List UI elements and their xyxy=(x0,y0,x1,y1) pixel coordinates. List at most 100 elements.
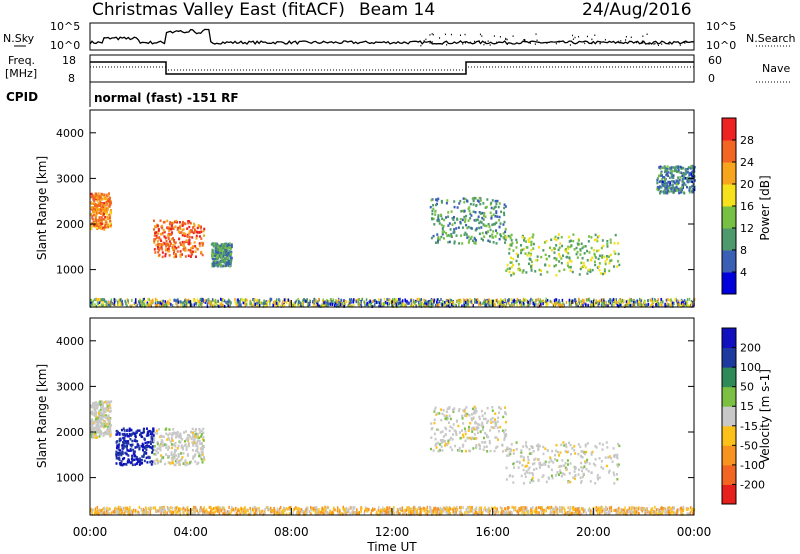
noise-cell xyxy=(391,511,394,515)
scatter-cell xyxy=(101,405,104,408)
scatter-cell xyxy=(603,255,606,259)
scatter-cell xyxy=(678,171,681,174)
noise-cell xyxy=(117,505,120,509)
noise-cell xyxy=(106,304,108,308)
scatter-cell xyxy=(122,442,125,446)
noise-cell xyxy=(588,509,591,513)
scatter-cell xyxy=(603,270,606,273)
noise-cell xyxy=(102,507,105,511)
noise-cell xyxy=(655,300,658,304)
scatter-cell xyxy=(438,219,441,222)
noise-cell xyxy=(247,509,249,513)
colorbar-swatch xyxy=(722,184,736,207)
noise-cell xyxy=(308,510,311,514)
scatter-cell xyxy=(553,256,556,260)
scatter-cell xyxy=(466,236,469,239)
scatter-cell xyxy=(98,419,101,423)
noise-cell xyxy=(606,511,608,515)
scatter-cell xyxy=(228,242,231,245)
scatter-cell xyxy=(108,427,111,430)
scatter-cell xyxy=(662,166,665,170)
noise-cell xyxy=(687,512,690,516)
scatter-cell xyxy=(104,407,107,410)
scatter-cell xyxy=(215,244,218,248)
noise-cell xyxy=(418,304,421,308)
scatter-cell xyxy=(689,173,692,176)
scatter-cell xyxy=(437,237,440,241)
noise-cell xyxy=(452,300,455,304)
noise-cell xyxy=(409,509,412,513)
noise-cell xyxy=(176,304,179,308)
scatter-cell xyxy=(467,241,470,244)
noise-sky-line xyxy=(89,28,695,45)
scatter-cell xyxy=(109,201,112,204)
scatter-cell xyxy=(135,458,138,461)
noise-cell xyxy=(350,505,353,509)
scatter-cell xyxy=(677,181,680,185)
noise-cell xyxy=(620,303,623,307)
scatter-cell xyxy=(590,236,593,239)
scatter-cell xyxy=(167,237,170,241)
noise-cell xyxy=(467,304,470,308)
noise-cell xyxy=(275,298,278,302)
scatter-cell xyxy=(127,454,130,457)
scatter-cell xyxy=(193,222,196,226)
scatter-cell xyxy=(516,255,519,258)
noise-cell xyxy=(465,507,468,511)
noise-cell xyxy=(160,304,162,308)
scatter-cell xyxy=(512,263,515,267)
noise-cell xyxy=(378,304,380,308)
noise-cell xyxy=(287,298,290,302)
scatter-cell xyxy=(469,217,472,220)
noise-cell xyxy=(290,506,292,510)
scatter-cell xyxy=(458,242,461,245)
noise-cell xyxy=(217,509,219,513)
scatter-cell xyxy=(668,190,671,193)
noise-cell xyxy=(386,304,389,308)
scatter-cell xyxy=(123,429,126,432)
scatter-cell xyxy=(691,190,694,193)
noise-cell xyxy=(468,505,471,509)
noise-cell xyxy=(489,304,491,308)
noise-cell xyxy=(682,303,684,307)
noise-cell xyxy=(138,511,140,515)
scatter-cell xyxy=(136,460,139,464)
noise-cell xyxy=(453,506,455,510)
scatter-cell xyxy=(148,429,151,433)
scatter-cell xyxy=(473,241,476,245)
scatter-cell xyxy=(530,243,533,247)
scatter-cell xyxy=(91,412,94,416)
noise-cell xyxy=(253,302,255,306)
scatter-cell xyxy=(510,274,513,277)
scatter-cell xyxy=(105,220,108,224)
noise-cell xyxy=(419,302,421,306)
scatter-cell xyxy=(484,206,487,209)
noise-cell xyxy=(374,507,376,511)
scatter-cell xyxy=(670,167,673,170)
noise-cell xyxy=(148,304,150,308)
noise-cell xyxy=(532,301,535,305)
noise-cell xyxy=(113,302,115,306)
noise-cell xyxy=(690,299,693,303)
scatter-cell xyxy=(198,242,201,245)
noise-search-dot xyxy=(555,42,557,45)
noise-cell xyxy=(659,301,662,305)
noise-cell xyxy=(363,300,365,304)
noise-cell xyxy=(513,298,515,302)
noise-cell xyxy=(535,508,537,512)
noise-cell xyxy=(141,511,144,515)
noise-cell xyxy=(428,510,430,514)
scatter-cell xyxy=(140,458,143,462)
noise-cell xyxy=(460,512,462,516)
noise-cell xyxy=(595,299,597,303)
noise-cell xyxy=(384,300,387,304)
noise-cell xyxy=(350,300,353,304)
noise-cell xyxy=(571,299,573,303)
noise-cell xyxy=(209,301,211,305)
scatter-cell xyxy=(131,456,134,459)
noise-search-dot xyxy=(636,41,638,44)
noise-cell xyxy=(387,299,389,303)
noise-cell xyxy=(668,506,671,510)
noise-cell xyxy=(426,512,429,516)
scatter-cell xyxy=(606,245,609,248)
